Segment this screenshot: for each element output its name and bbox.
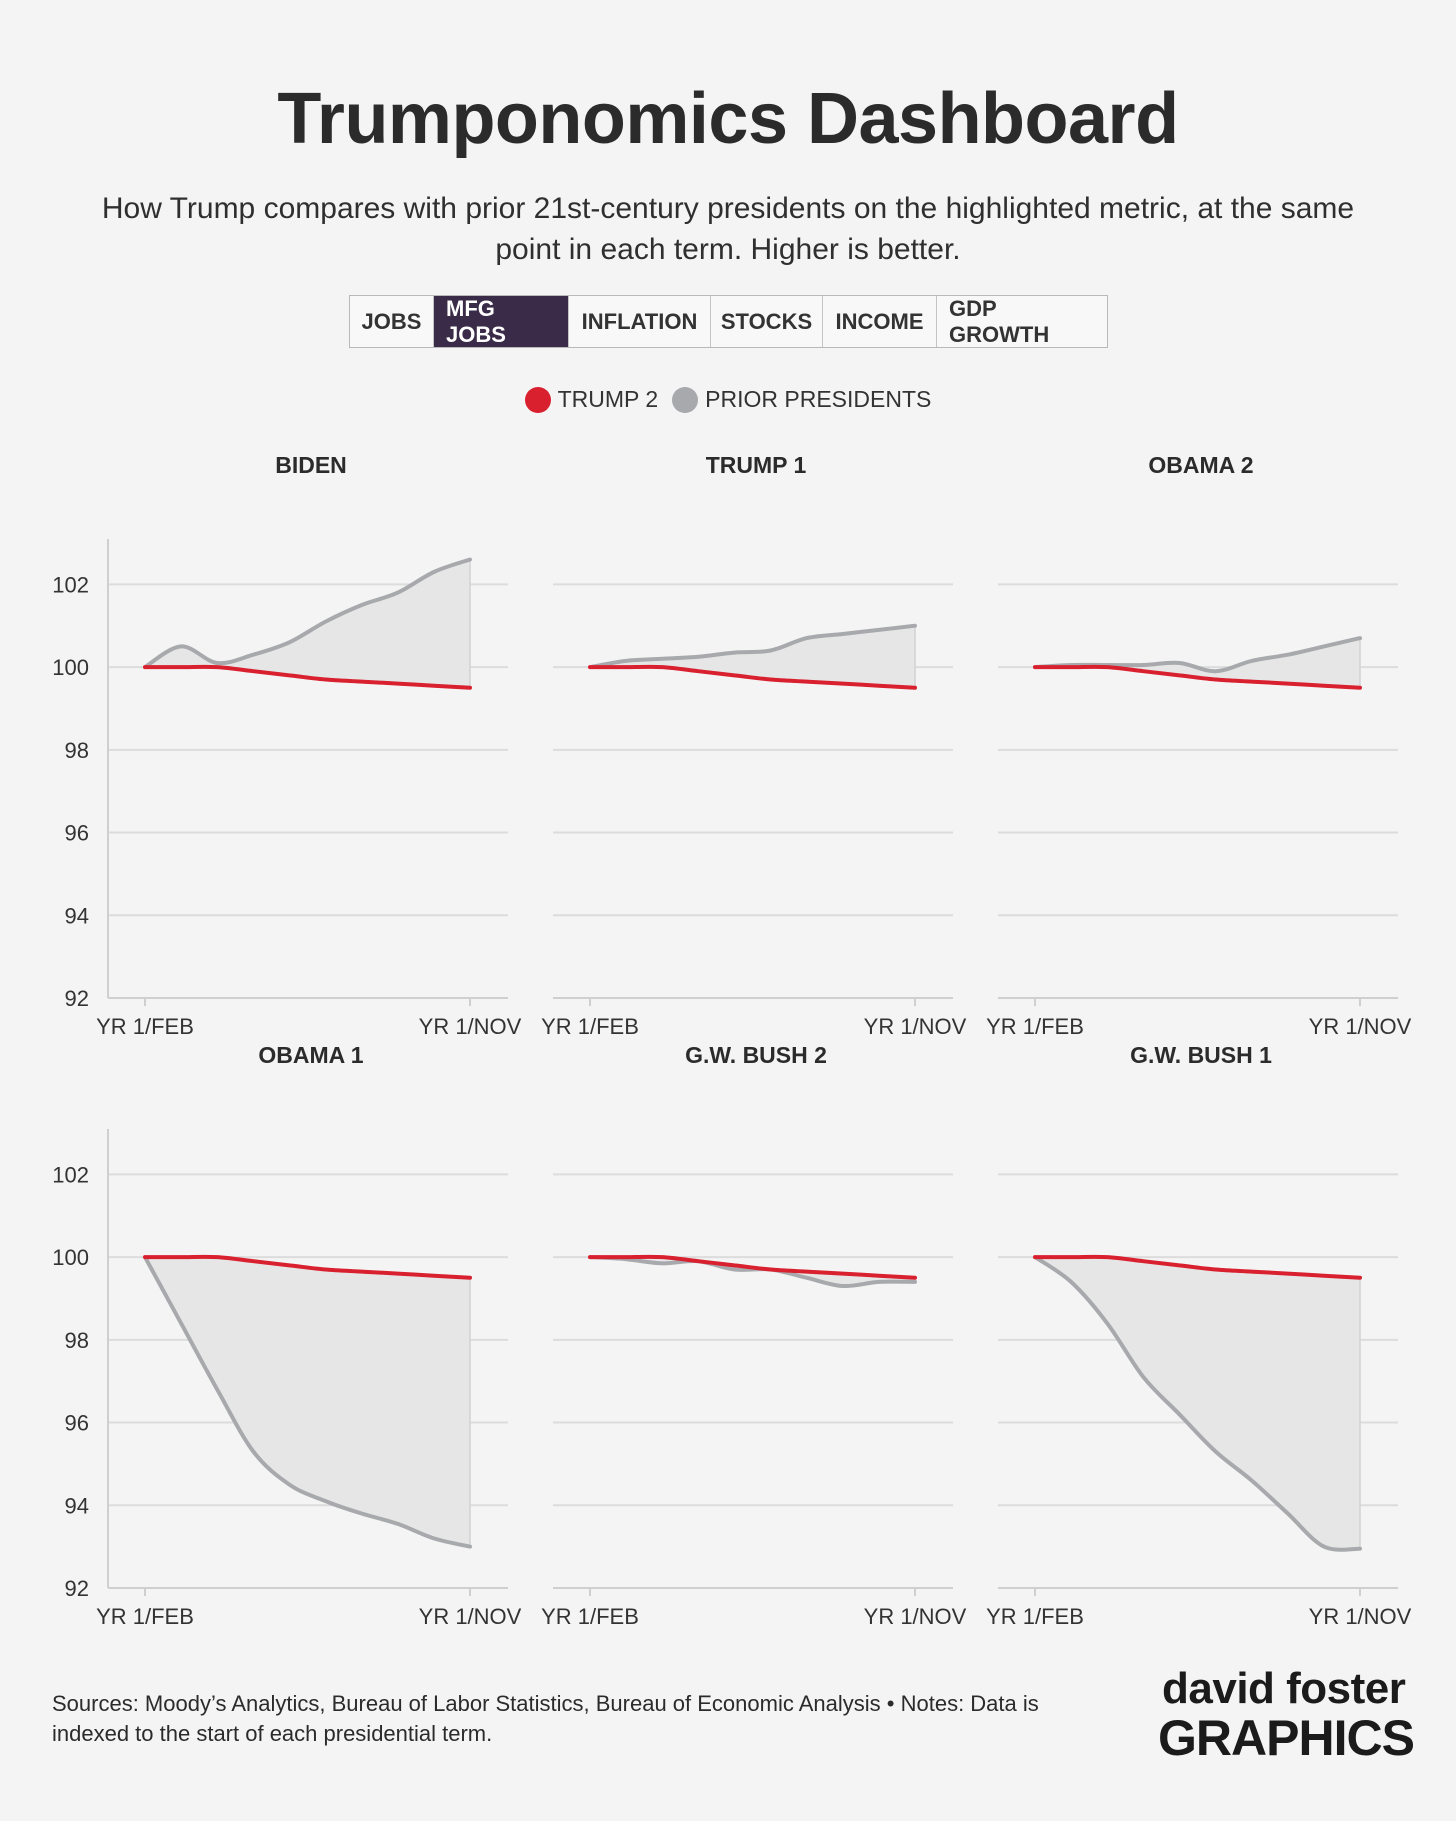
trump2-line [588,1254,917,1280]
difference-band [590,625,915,688]
panel-title: BIDEN [275,452,347,478]
legend-item-trump2: TRUMP 2 [524,386,659,413]
prior-presidents-line [1033,1255,1362,1552]
x-tick-label: YR 1/FEB [986,1604,1084,1629]
prior-presidents-line [143,557,472,670]
x-tick-label: YR 1/FEB [541,1604,639,1629]
y-tick-label: 102 [52,1162,89,1187]
metric-tabs: JOBS MFG JOBS INFLATION STOCKS INCOME GD… [349,295,1108,348]
brand-logo: david foster GRAPHICS [1158,1664,1415,1766]
tab-jobs[interactable]: JOBS [350,296,434,347]
prior-presidents-line [588,1255,917,1289]
tab-income[interactable]: INCOME [823,296,937,347]
prior-presidents-line [588,623,917,670]
y-tick-label: 100 [52,655,89,680]
y-tick-label: 92 [65,1576,89,1601]
panel-g-w-bush-1: G.W. BUSH 1 YR 1/FEB YR 1/NOV [986,1042,1412,1629]
prior-presidents-line [143,1255,472,1549]
panel-trump-1: TRUMP 1 YR 1/FEB YR 1/NOV [541,452,967,1039]
tab-mfg-jobs[interactable]: MFG JOBS [434,296,569,347]
x-tick-label: YR 1/NOV [419,1014,522,1039]
trump2-line [143,664,472,690]
page-title: Trumponomics Dashboard [277,79,1179,159]
page-subtitle: How Trump compares with prior 21st-centu… [101,192,1355,266]
tab-gdp-growth[interactable]: GDP GROWTH [949,295,1050,347]
difference-band [590,1256,915,1287]
panel-title: OBAMA 2 [1148,452,1253,478]
x-tick-label: YR 1/NOV [864,1604,967,1629]
trump2-line [1033,664,1362,690]
logo-wordmark-bottom: GRAPHICS [1158,1710,1415,1766]
panel-biden: BIDEN 92 94 96 98 100 102 YR 1/FEB YR 1/NOV [52,452,521,1039]
trump2-swatch-icon [524,386,551,413]
chart-legend: TRUMP 2 PRIOR PRESIDENTS [0,386,1456,413]
x-tick-label: YR 1/FEB [986,1014,1084,1039]
panel-obama-1: OBAMA 1 92 94 96 98 100 102 YR 1/FEB YR 1/NOV [52,1042,521,1629]
panel-title: G.W. BUSH 1 [1130,1042,1272,1068]
panel-g-w-bush-2: G.W. BUSH 2 YR 1/FEB YR 1/NOV [541,1042,967,1629]
x-tick-label: YR 1/NOV [1309,1014,1412,1039]
sources-note: Sources: Moody’s Analytics, Bureau of La… [52,1691,1039,1746]
legend-label-prior: PRIOR PRESIDENTS [705,386,932,412]
trump2-line [1033,1254,1362,1280]
trump2-line [143,1254,472,1280]
tab-inflation[interactable]: INFLATION [569,296,711,347]
legend-item-prior: PRIOR PRESIDENTS [672,386,931,413]
difference-band [1035,638,1360,688]
y-tick-label: 96 [65,821,89,846]
y-tick-label: 96 [65,1411,89,1436]
x-tick-label: YR 1/FEB [541,1014,639,1039]
trump2-line [588,664,917,690]
x-tick-label: YR 1/FEB [96,1014,194,1039]
panel-title: G.W. BUSH 2 [685,1042,827,1068]
y-tick-label: 92 [65,986,89,1011]
y-tick-label: 98 [65,738,89,763]
difference-band [145,559,470,688]
panel-title: OBAMA 1 [258,1042,363,1068]
logo-wordmark-top: david foster [1162,1664,1406,1713]
x-tick-label: YR 1/NOV [864,1014,967,1039]
y-tick-label: 98 [65,1328,89,1353]
y-tick-label: 100 [52,1245,89,1270]
x-tick-label: YR 1/FEB [96,1604,194,1629]
difference-band [145,1256,470,1547]
y-tick-label: 94 [65,903,89,928]
panel-title: TRUMP 1 [706,452,807,478]
y-tick-label: 94 [65,1493,89,1518]
x-tick-label: YR 1/NOV [1309,1604,1412,1629]
tab-stocks[interactable]: STOCKS [711,296,823,347]
difference-band [1035,1256,1360,1550]
prior-swatch-icon [672,386,699,413]
y-tick-label: 102 [52,572,89,597]
panel-obama-2: OBAMA 2 YR 1/FEB YR 1/NOV [986,452,1412,1039]
x-tick-label: YR 1/NOV [419,1604,522,1629]
legend-label-trump2: TRUMP 2 [557,386,659,412]
